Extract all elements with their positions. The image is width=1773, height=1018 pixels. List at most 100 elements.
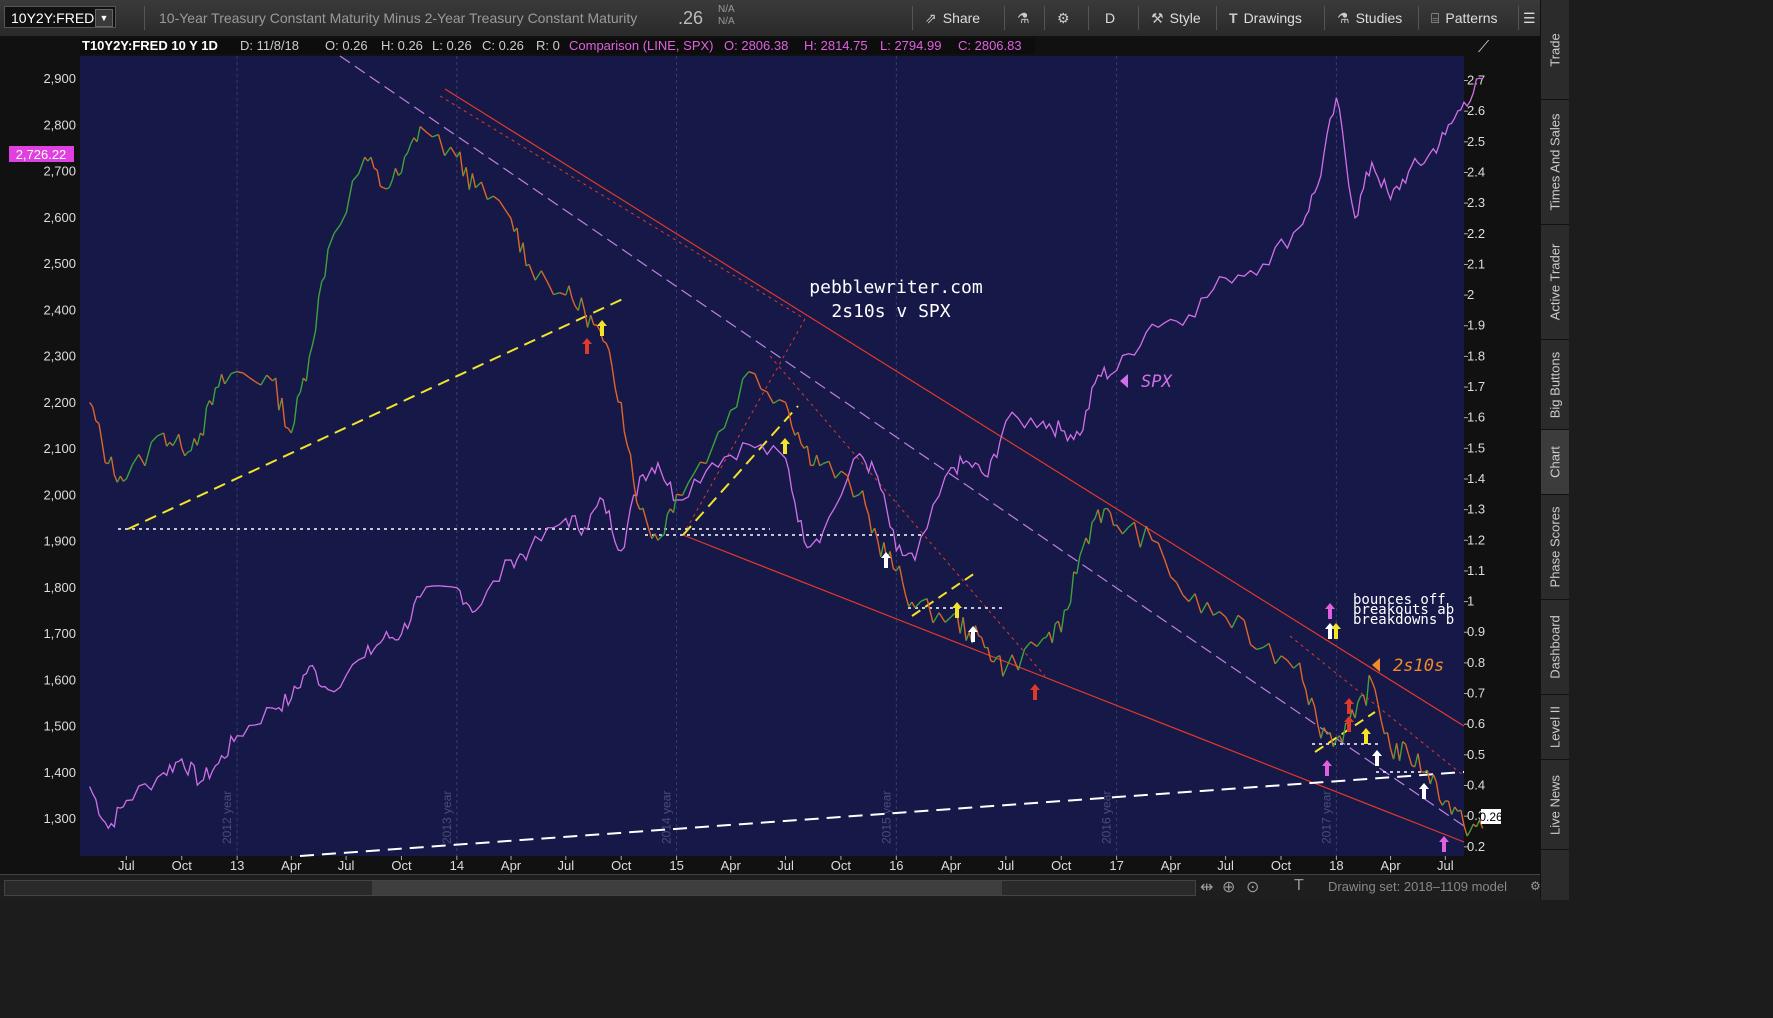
- share-button[interactable]: ⇗ Share: [912, 6, 1004, 30]
- text-drawing-icon[interactable]: T: [1294, 877, 1304, 894]
- right-tick-label: 1.7: [1467, 379, 1485, 394]
- magnifier-icon[interactable]: ⊙: [1246, 879, 1260, 896]
- spread-segment: [766, 391, 774, 404]
- right-tick-label: 2.1: [1467, 256, 1485, 271]
- x-tick-label: Oct: [611, 858, 632, 873]
- right-tick-label: 2.3: [1467, 195, 1485, 210]
- chevron-down-icon[interactable]: ▼: [95, 9, 113, 27]
- spread-segment: [834, 470, 842, 479]
- spread-segment: [1069, 571, 1075, 603]
- spread-segment: [394, 168, 400, 176]
- left-tick-label: 2,600: [43, 210, 76, 225]
- spread-segment: [181, 448, 186, 457]
- spread-segment: [687, 472, 695, 483]
- studies-button[interactable]: ⚗ Studies: [1324, 6, 1418, 30]
- symbol-input[interactable]: 10Y2Y:FRED ▼: [4, 6, 116, 28]
- spread-pointer-icon: [1372, 658, 1380, 672]
- left-tick-label: 2,700: [43, 164, 76, 179]
- chart-title: pebblewriter.com: [809, 277, 982, 298]
- arrow-up-icon: [1372, 750, 1382, 766]
- side-panel: Trade Times And Sales Active Trader Big But…: [1540, 0, 1569, 900]
- spread-segment: [1100, 508, 1105, 524]
- spread-segment: [1024, 641, 1032, 650]
- x-tick-label: Oct: [391, 858, 412, 873]
- right-tick-label: 2: [1467, 287, 1474, 302]
- spread-segment: [962, 617, 967, 641]
- spread-price-label: 0.26: [1479, 810, 1503, 824]
- side-tab-level-ii[interactable]: Level II: [1541, 695, 1569, 760]
- spread-segment: [1128, 521, 1135, 528]
- spread-segment: [1082, 537, 1087, 548]
- side-tab-times-and-sales[interactable]: Times And Sales: [1541, 100, 1569, 225]
- zoom-out-icon[interactable]: ⇹: [1200, 879, 1214, 896]
- spread-segment: [388, 179, 394, 188]
- arrow-up-icon: [1344, 716, 1354, 732]
- side-tab-trade[interactable]: Trade: [1541, 0, 1569, 100]
- spread-segment: [281, 397, 286, 427]
- spread-segment: [1219, 611, 1227, 618]
- spread-segment: [345, 180, 354, 213]
- side-tab-big-buttons[interactable]: Big Buttons: [1541, 340, 1569, 430]
- period-button[interactable]: D: [1088, 6, 1138, 30]
- arrow-up-icon: [1419, 783, 1429, 799]
- chart-area[interactable]: 2012 year 2013 year 2014 year 2015 year 2016…: [0, 36, 1540, 874]
- spread-segment: [723, 410, 732, 429]
- scrollbar-thumb[interactable]: [372, 881, 1002, 895]
- spread-segment: [437, 134, 446, 156]
- spread-segment: [432, 133, 439, 138]
- spread-segment: [144, 442, 152, 466]
- spread-segment: [938, 612, 946, 623]
- side-tab-chart[interactable]: Chart: [1541, 430, 1569, 495]
- spread-segment: [138, 454, 146, 467]
- right-tick-label: 1.3: [1467, 502, 1485, 517]
- settings-small-icon[interactable]: ⚙: [1530, 879, 1541, 893]
- side-tab-active-trader[interactable]: Active Trader: [1541, 225, 1569, 340]
- spread-segment: [711, 431, 719, 449]
- spread-segment: [1460, 809, 1465, 826]
- spread-segment: [275, 377, 280, 411]
- spread-segment: [95, 420, 100, 425]
- spread-segment: [1371, 681, 1376, 690]
- left-tick-label: 1,700: [43, 626, 76, 641]
- menu-icon: ☰: [1523, 10, 1536, 26]
- style-button[interactable]: ⚒ Style: [1138, 6, 1216, 30]
- studies-label: Studies: [1355, 10, 1403, 26]
- spread-segment: [254, 380, 262, 386]
- spread-segment: [397, 171, 402, 176]
- x-tick-label: Apr: [501, 858, 522, 873]
- scale-icon[interactable]: ⟋: [1478, 39, 1490, 56]
- side-tab-dashboard[interactable]: Dashboard: [1541, 600, 1569, 695]
- symbol-description: 10-Year Treasury Constant Maturity Minus…: [144, 6, 679, 30]
- spread-segment: [944, 616, 952, 623]
- side-tab-live-news[interactable]: Live News: [1541, 760, 1569, 850]
- spread-segment: [1389, 748, 1395, 760]
- spread-segment: [266, 374, 274, 382]
- legend-open: O: 0.26: [325, 38, 368, 53]
- spread-segment: [287, 427, 292, 434]
- spread-segment: [373, 167, 378, 171]
- spread-segment: [1097, 509, 1102, 524]
- spread-segment: [623, 431, 629, 446]
- yellow-trendline-2: [682, 405, 799, 536]
- side-tab-phase-scores[interactable]: Phase Scores: [1541, 495, 1569, 600]
- settings-button[interactable]: ⚙: [1044, 6, 1088, 30]
- legend-bounces: bounces off: [1353, 592, 1446, 608]
- spread-segment: [308, 344, 314, 357]
- time-scrollbar[interactable]: [4, 880, 1196, 896]
- spread-segment: [1402, 741, 1407, 745]
- crosshair-icon[interactable]: ⊕: [1222, 879, 1236, 896]
- spread-segment: [959, 617, 964, 634]
- drawings-button[interactable]: T Drawings: [1216, 6, 1324, 30]
- spread-segment: [104, 462, 109, 465]
- menu-button[interactable]: ☰: [1518, 6, 1540, 30]
- spread-segment: [660, 534, 665, 538]
- spread-segment: [846, 475, 855, 498]
- patterns-button[interactable]: ⌸ Patterns: [1418, 6, 1518, 30]
- spread-segment: [278, 397, 283, 411]
- left-tick-label: 2,100: [43, 441, 76, 456]
- spread-segment: [172, 440, 177, 447]
- spread-segment: [636, 501, 641, 510]
- spread-segment: [1268, 643, 1276, 665]
- left-axis: 2,900 2,800 2,700 2,600 2,500 2,400 2,300 2,200…: [43, 71, 76, 826]
- flask-button[interactable]: ⚗: [1004, 6, 1044, 30]
